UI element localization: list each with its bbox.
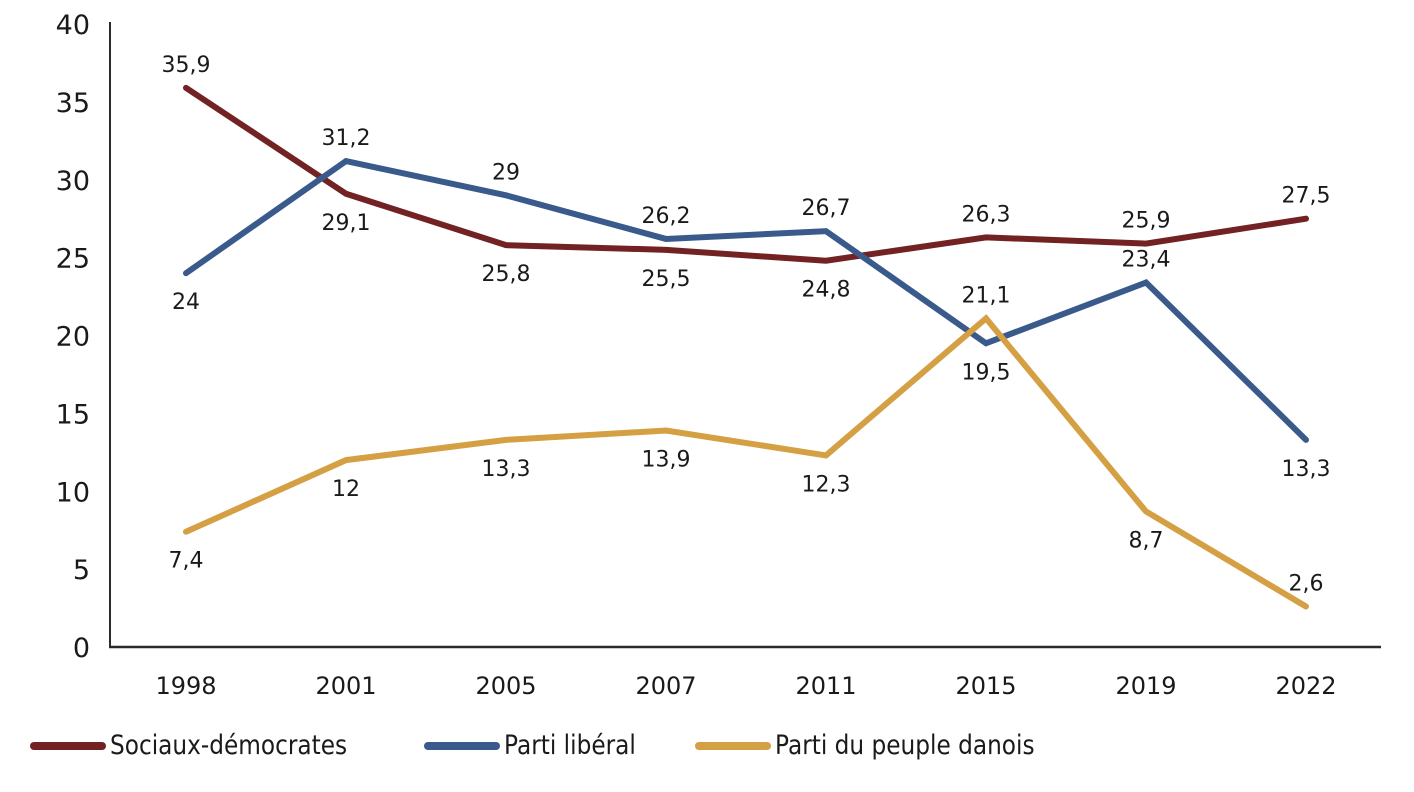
data-label: 25,9	[1122, 209, 1171, 234]
series-line-parti-du-peuple-danois	[183, 314, 1309, 610]
series-lines	[183, 84, 1309, 610]
legend-item-parti-du-peuple-danois: Parti du peuple danois	[695, 730, 1077, 761]
data-label: 25,8	[482, 262, 531, 287]
legend-swatch	[30, 741, 106, 750]
data-label: 24	[172, 290, 200, 315]
data-label: 12,3	[802, 472, 851, 497]
line-chart: 0 5 10 15 20 25 30 35 40 1998 2001 2005 2007 2011 201…	[56, 10, 1381, 700]
data-label: 13,3	[482, 457, 531, 482]
data-label: 24,8	[802, 278, 851, 303]
y-tick-label: 40	[56, 10, 90, 41]
x-tick-label: 1998	[155, 672, 216, 700]
y-tick-label: 30	[56, 166, 90, 197]
x-tick-label: 2007	[635, 672, 696, 700]
y-tick-label: 20	[56, 322, 90, 353]
legend-item-sociaux-democrates: Sociaux-démocrates	[30, 730, 386, 761]
data-label: 26,2	[642, 204, 691, 229]
x-tick-label: 2001	[315, 672, 376, 700]
data-label: 31,2	[322, 126, 371, 151]
legend-item-parti-liberal: Parti libéral	[423, 730, 657, 761]
data-label: 26,7	[802, 196, 851, 221]
data-label: 12	[332, 477, 360, 502]
series-line-parti-lib-ral	[183, 157, 1309, 443]
data-label: 13,3	[1282, 457, 1331, 482]
data-label: 29,1	[322, 211, 371, 236]
legend-swatch	[423, 741, 500, 750]
y-tick-label: 35	[56, 88, 90, 119]
data-label: 7,4	[169, 549, 204, 574]
data-label: 25,5	[642, 267, 691, 292]
data-label: 19,5	[962, 360, 1011, 385]
series-line-sociaux-d-mocrates	[183, 84, 1309, 264]
x-tick-label: 2011	[795, 672, 856, 700]
y-tick-label: 15	[56, 399, 90, 430]
y-axis-ticks: 0 5 10 15 20 25 30 35 40	[56, 10, 90, 664]
data-label: 8,7	[1129, 528, 1164, 553]
y-tick-label: 25	[56, 244, 90, 275]
x-axis-ticks: 1998 2001 2005 2007 2011 2015 2019 2022	[155, 672, 1336, 700]
y-tick-label: 10	[56, 477, 90, 508]
x-tick-label: 2022	[1275, 672, 1336, 700]
legend: Sociaux-démocrates Parti libéral Parti d…	[30, 730, 1115, 761]
data-label: 13,9	[642, 448, 691, 473]
y-tick-label: 0	[73, 633, 90, 664]
x-tick-label: 2015	[955, 672, 1016, 700]
data-label: 26,3	[962, 202, 1011, 227]
data-label: 21,1	[962, 283, 1011, 308]
data-label: 2,6	[1289, 572, 1324, 597]
legend-swatch	[695, 741, 772, 750]
data-label: 35,9	[162, 53, 211, 78]
legend-label: Parti du peuple danois	[775, 730, 1035, 761]
legend-label: Parti libéral	[503, 730, 636, 761]
y-tick-label: 5	[73, 555, 90, 586]
data-labels: 35,9 29,1 25,8 25,5 24,8 26,3 25,9 27,5 24 31,2 29…	[162, 53, 1331, 597]
data-label: 29	[492, 160, 520, 185]
data-label: 23,4	[1122, 248, 1171, 273]
legend-label: Sociaux-démocrates	[110, 730, 348, 761]
data-label: 27,5	[1282, 184, 1331, 209]
x-tick-label: 2019	[1115, 672, 1176, 700]
x-tick-label: 2005	[475, 672, 536, 700]
